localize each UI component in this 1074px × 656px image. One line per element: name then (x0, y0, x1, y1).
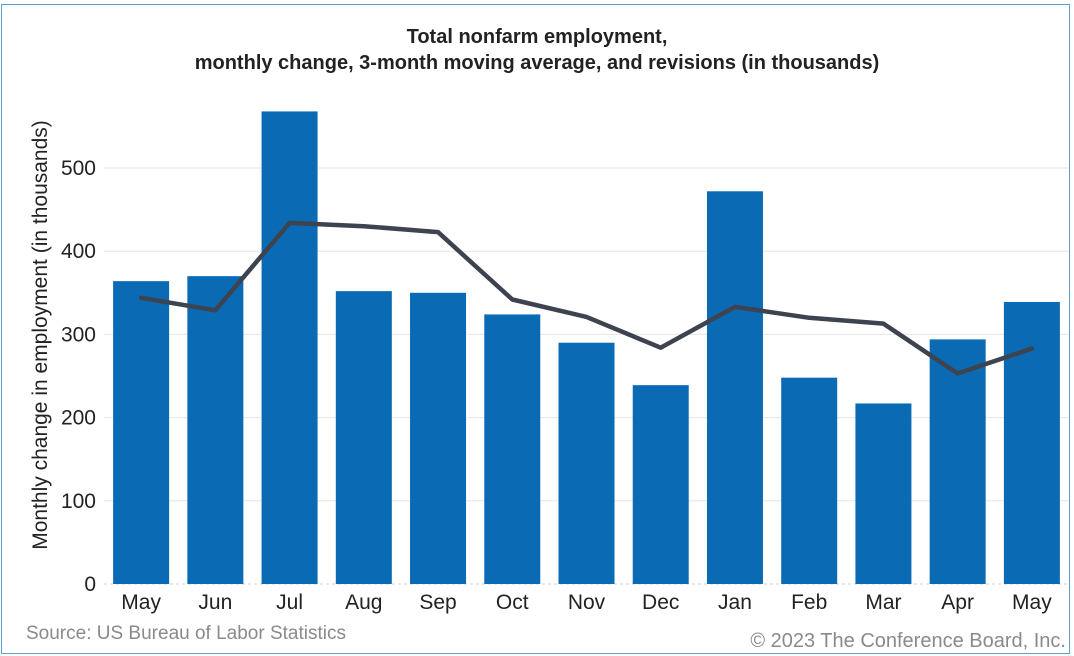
chart-subtitle: monthly change, 3-month moving average, … (194, 52, 880, 74)
x-tick-label: Jul (276, 591, 303, 614)
x-tick-label: Feb (791, 591, 827, 614)
x-tick-labels: May Jun Jul Aug Sep Oct Nov Dec Jan Feb Mar Apr May (121, 591, 1052, 614)
y-tick-label: 0 (84, 573, 96, 596)
bar-oct-5 (484, 314, 541, 584)
y-tick-label: 500 (61, 157, 96, 180)
x-tick-label: Aug (345, 591, 382, 614)
bar-mar-10 (855, 403, 912, 584)
y-tick-labels: 0 100 200 300 400 500 (61, 157, 96, 596)
x-tick-label: Jan (718, 591, 752, 614)
moving-average-series-line (138, 220, 1035, 376)
x-tick-label: Apr (941, 591, 974, 614)
x-tick-label: Oct (496, 591, 529, 614)
x-tick-label: Jun (198, 591, 232, 614)
bar-apr-11 (929, 339, 986, 584)
moving-average-line (138, 220, 1035, 376)
bar-aug-3 (335, 291, 392, 584)
x-tick-label: Nov (568, 591, 606, 614)
x-tick-label: Sep (419, 591, 456, 614)
x-tick-label: Mar (865, 591, 901, 614)
source-note: Source: US Bureau of Labor Statistics (26, 623, 346, 644)
y-tick-label: 400 (61, 240, 96, 263)
y-tick-label: 100 (61, 490, 96, 513)
x-tick-label: Dec (642, 591, 679, 614)
x-tick-label: May (1012, 591, 1052, 614)
bar-jul-2 (261, 111, 318, 584)
bar-feb-9 (781, 377, 838, 584)
bar-jun-1 (187, 276, 244, 584)
bar-sep-4 (410, 292, 467, 584)
y-tick-label: 300 (61, 323, 96, 346)
bar-dec-7 (632, 385, 689, 584)
chart-title: Total nonfarm employment, (406, 26, 668, 48)
bar-may-0 (113, 281, 170, 584)
bar-nov-6 (558, 342, 615, 584)
x-tick-label: May (121, 591, 161, 614)
y-axis-label: Monthly change in employment (in thousan… (29, 120, 52, 550)
bar-may-12 (1003, 301, 1060, 584)
y-tick-label: 200 (61, 407, 96, 430)
copyright-note: © 2023 The Conference Board, Inc. (750, 630, 1066, 652)
bar-jan-8 (706, 191, 763, 584)
